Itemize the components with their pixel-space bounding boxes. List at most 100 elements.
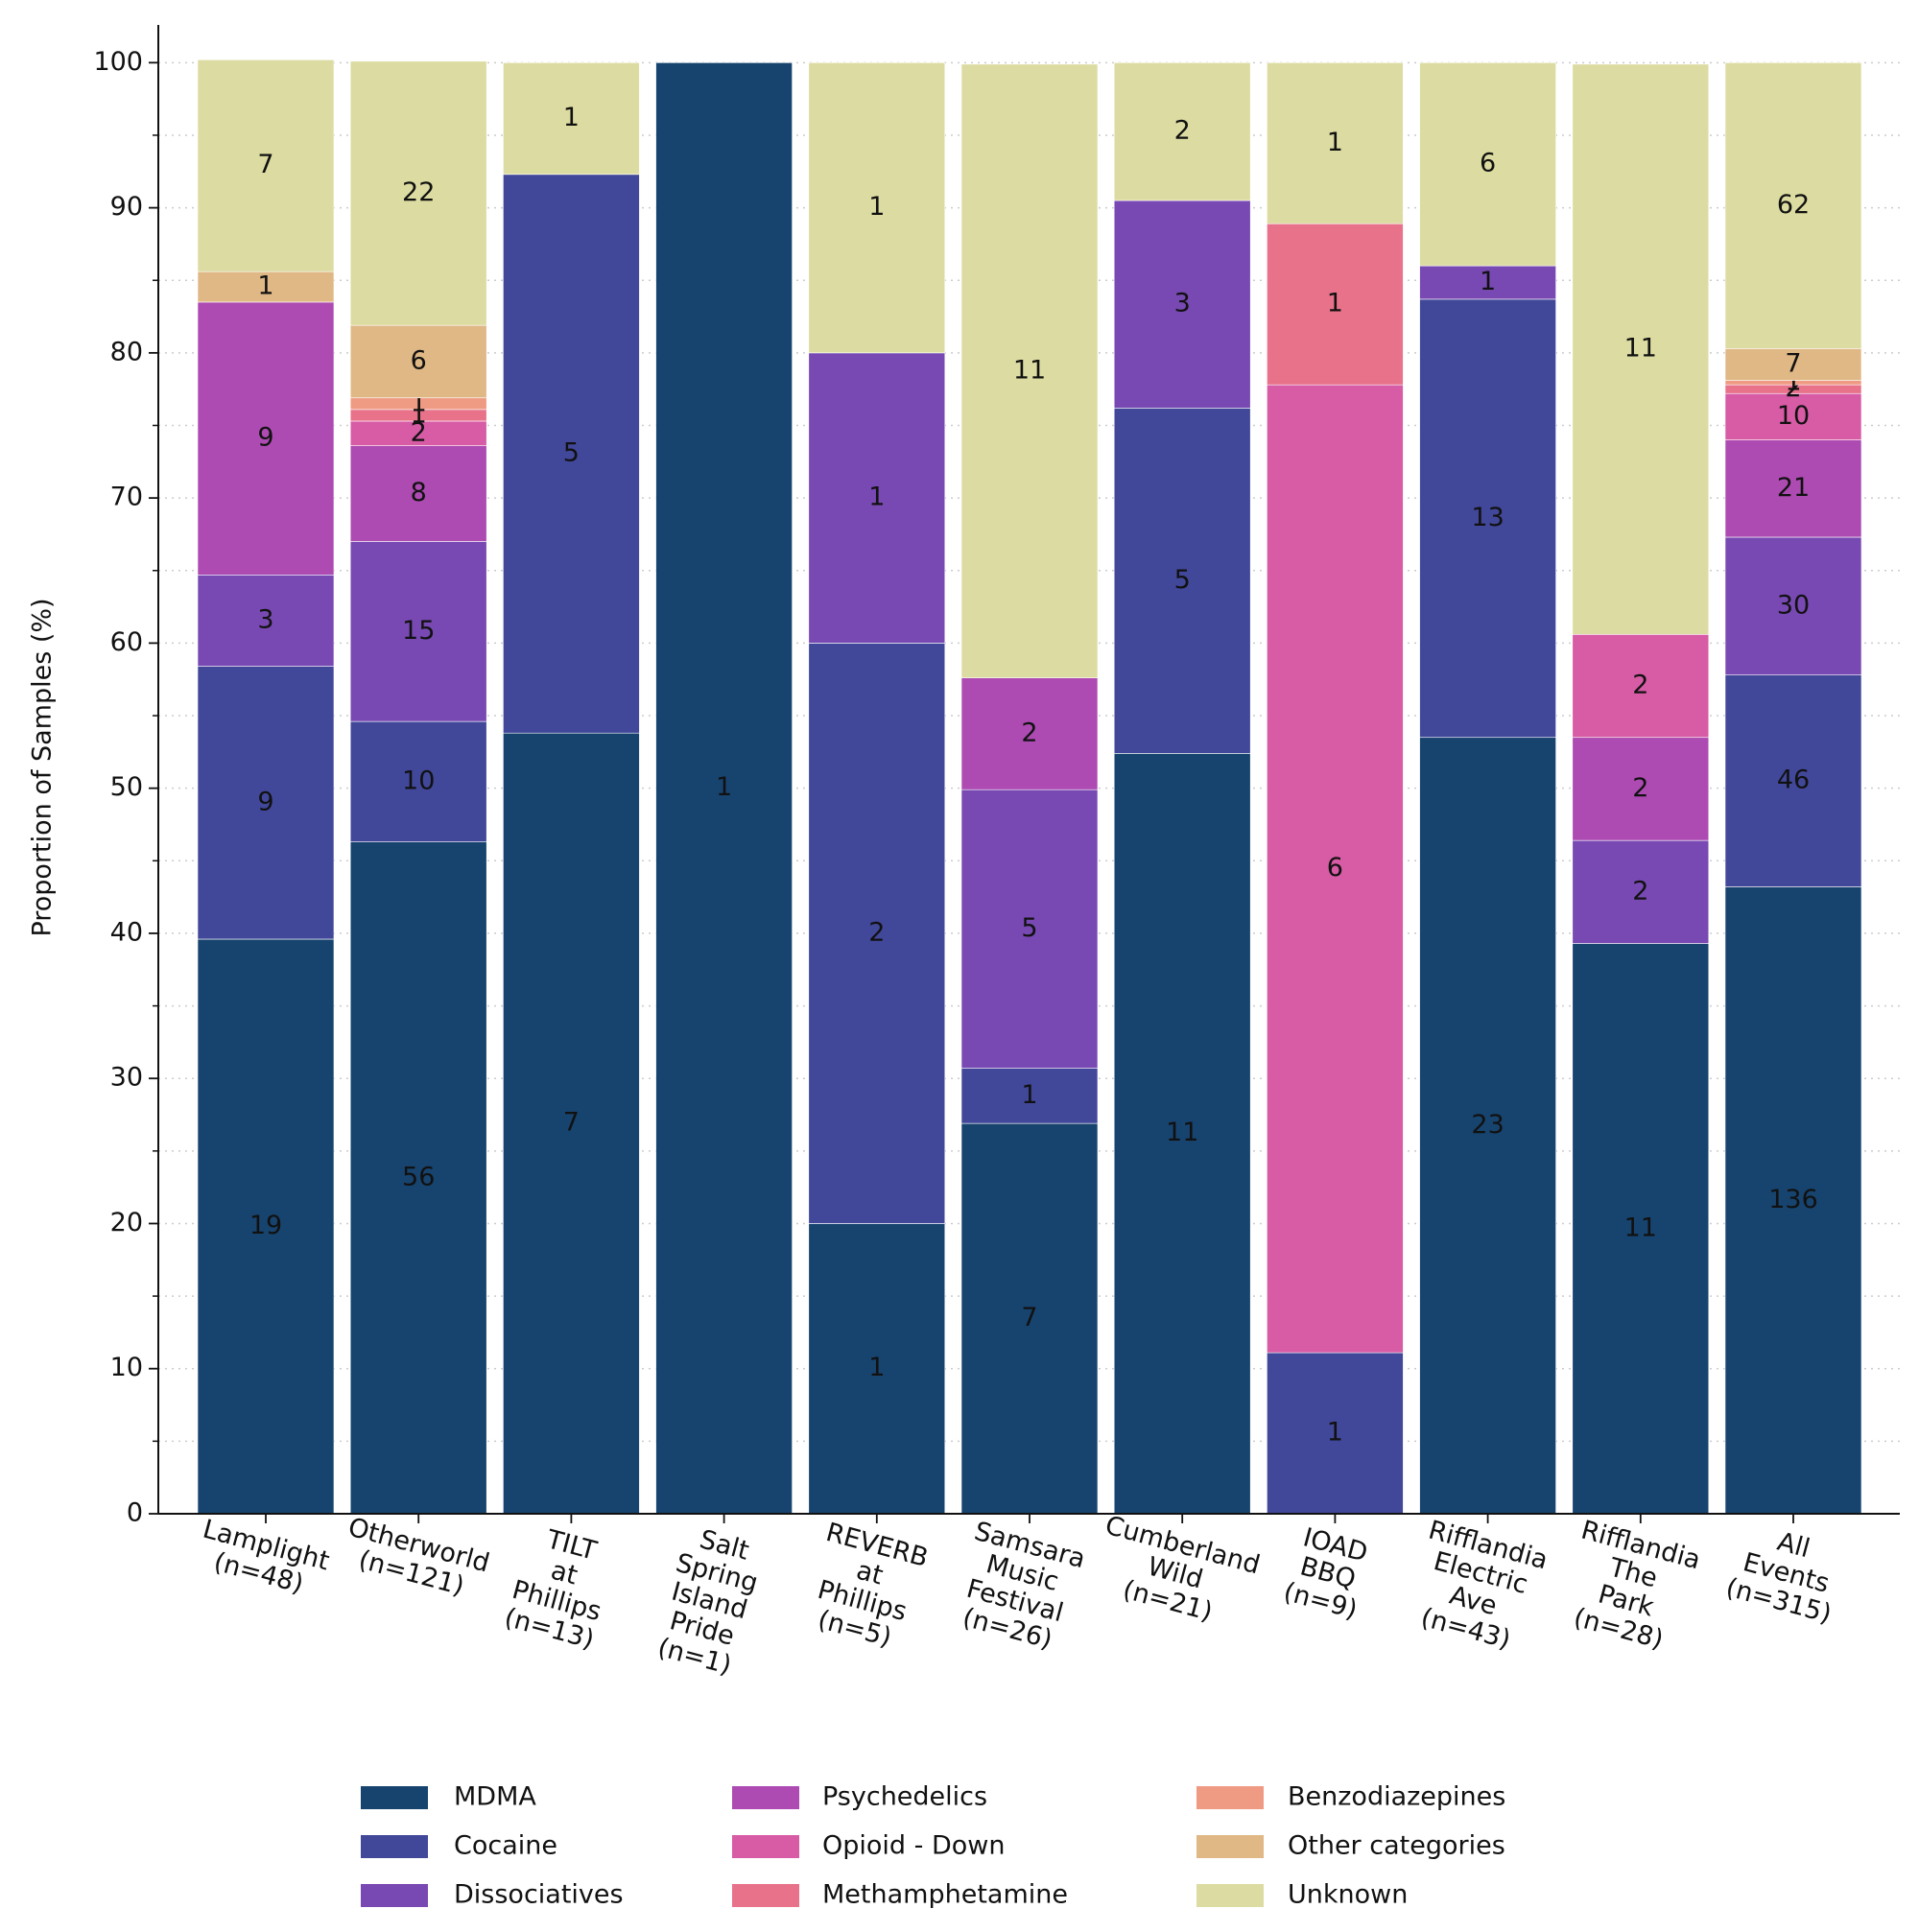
bar-segment xyxy=(1724,392,1862,440)
data-label: 1 xyxy=(868,1353,885,1382)
legend-swatch xyxy=(1196,1884,1264,1907)
y-tick-label: 20 xyxy=(110,1208,143,1237)
x-tick-label-group: Otherworld(n=121) xyxy=(345,1513,493,1602)
bar-segment xyxy=(1267,1352,1404,1515)
data-label: 11 xyxy=(1624,334,1657,364)
bar-segment xyxy=(503,62,640,176)
bar-segment xyxy=(808,62,946,354)
bar-segment xyxy=(1267,223,1404,386)
y-tick-label: 0 xyxy=(127,1498,143,1528)
legend-swatch xyxy=(732,1884,799,1907)
legend-label: Dissociatives xyxy=(454,1880,624,1910)
data-label: 1 xyxy=(868,483,885,512)
data-label: 2 xyxy=(411,417,427,447)
bar-segment xyxy=(503,174,640,734)
bar-segment xyxy=(1724,674,1862,887)
data-label: 1 xyxy=(716,772,732,802)
data-label: 5 xyxy=(1021,913,1037,943)
bar-segment xyxy=(1419,737,1556,1515)
bar-segment xyxy=(808,1223,946,1515)
bar-segment xyxy=(1724,62,1862,349)
bar-segment xyxy=(197,666,335,940)
data-label: 6 xyxy=(1327,853,1343,883)
bar-segment xyxy=(960,789,1099,1069)
bar-segment xyxy=(349,841,487,1515)
bar-segment xyxy=(1267,62,1404,224)
bar-segment xyxy=(349,541,487,722)
data-label: 2 xyxy=(1021,718,1037,747)
data-label: 5 xyxy=(563,437,580,467)
bar-segment xyxy=(1724,886,1862,1515)
legend-swatch xyxy=(1196,1835,1264,1858)
bar-segment xyxy=(349,60,487,326)
bar-segment xyxy=(1572,63,1710,635)
data-label: 21 xyxy=(1777,473,1810,503)
bar-segment xyxy=(960,63,1099,679)
data-label: 9 xyxy=(257,787,273,816)
bar-segment xyxy=(349,324,487,399)
data-label: 22 xyxy=(402,177,435,207)
data-label: 13 xyxy=(1471,503,1504,532)
data-label: 56 xyxy=(402,1162,435,1191)
y-tick-label: 100 xyxy=(93,47,143,77)
data-label: 6 xyxy=(411,345,427,375)
bar-segment xyxy=(1724,439,1862,538)
bar-segment xyxy=(1113,62,1251,201)
legend-label: Unknown xyxy=(1288,1880,1408,1910)
data-label: 1 xyxy=(868,192,885,222)
bar-segment xyxy=(349,420,487,446)
bar-segment xyxy=(1724,536,1862,675)
bar-segment xyxy=(197,59,335,272)
data-label: 10 xyxy=(402,766,435,795)
bar-segment xyxy=(1572,839,1710,944)
data-label: 1 xyxy=(1480,267,1496,296)
data-label: 1 xyxy=(1327,1418,1343,1448)
legend-label: Cocaine xyxy=(454,1831,557,1861)
data-label: 62 xyxy=(1777,190,1810,220)
bar-segment xyxy=(1419,62,1556,267)
legend-label: Opioid - Down xyxy=(822,1831,1005,1861)
data-label: 1 xyxy=(1327,128,1343,157)
bar-segment xyxy=(1267,384,1404,1354)
legend-swatch xyxy=(732,1835,799,1858)
data-label: 136 xyxy=(1768,1185,1818,1214)
bar-segment xyxy=(1113,408,1251,754)
bar-segment xyxy=(960,1068,1099,1124)
data-label: 6 xyxy=(1480,149,1496,178)
bar-segment xyxy=(960,677,1099,790)
data-label: 30 xyxy=(1777,590,1810,620)
data-label: 9 xyxy=(257,423,273,453)
x-tick-label-group: Lamplight(n=48) xyxy=(200,1515,332,1600)
data-label: 2 xyxy=(1632,671,1648,700)
bar-segment xyxy=(1113,200,1251,409)
y-tick-label: 80 xyxy=(110,337,143,366)
bar-segment xyxy=(197,575,335,667)
bar-segment xyxy=(1572,737,1710,841)
bar-segment xyxy=(808,643,946,1224)
legend-label: Methamphetamine xyxy=(822,1880,1068,1910)
data-label: 2 xyxy=(1632,876,1648,906)
bar-segment xyxy=(960,1122,1099,1515)
bar-segment xyxy=(1113,753,1251,1515)
data-label: 3 xyxy=(257,604,273,634)
legend-label: MDMA xyxy=(454,1782,536,1812)
bar-segment xyxy=(1572,943,1710,1515)
y-tick-label: 60 xyxy=(110,627,143,657)
bar-segment xyxy=(349,720,487,842)
data-label: 11 xyxy=(1166,1118,1198,1147)
data-label: 46 xyxy=(1777,766,1810,795)
bar-segment xyxy=(503,732,640,1515)
legend-swatch xyxy=(732,1786,799,1809)
data-label: 1 xyxy=(257,271,273,301)
data-label: 23 xyxy=(1471,1110,1504,1140)
y-tick-label: 40 xyxy=(110,917,143,947)
y-axis-label: Proportion of Samples (%) xyxy=(28,598,58,936)
